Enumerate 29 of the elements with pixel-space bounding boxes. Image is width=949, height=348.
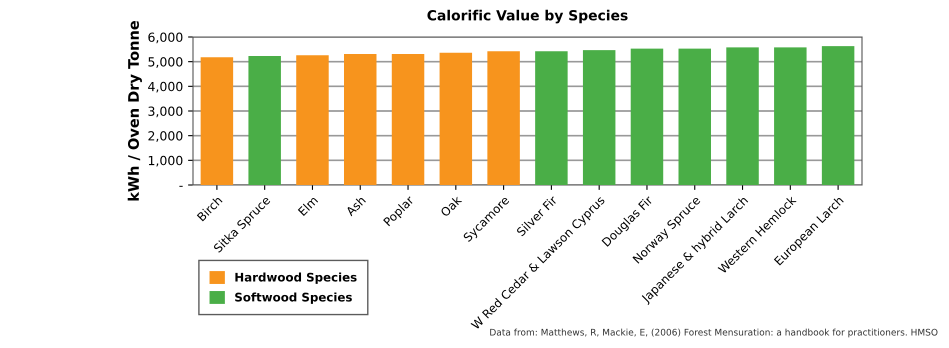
bar xyxy=(678,48,711,185)
bar xyxy=(296,55,329,185)
bar xyxy=(392,54,424,185)
y-tick-label: 5,000 xyxy=(148,57,182,68)
bar xyxy=(582,50,616,185)
y-tick-label: - xyxy=(179,186,183,187)
x-tick-label: Elm xyxy=(298,195,318,216)
y-tick-label: 3,000 xyxy=(148,106,182,118)
bar xyxy=(200,57,234,185)
bar xyxy=(535,51,568,185)
text: Data from: Matthews, R, Mackie, E, (2006) Forest Mensuration: a handbook for practitioners. HMSO xyxy=(490,328,938,338)
x-tick-label: Oak xyxy=(440,194,462,218)
bar xyxy=(630,48,664,185)
y-tick-label: 4,000 xyxy=(148,82,182,93)
bar xyxy=(248,56,281,185)
legend-label: Hardwood Species xyxy=(235,272,357,284)
bar xyxy=(440,52,472,185)
bar xyxy=(774,47,807,185)
bar xyxy=(822,46,854,185)
bar xyxy=(726,47,759,185)
y-tick-label: 1,000 xyxy=(148,156,182,167)
legend-label: Softwood Species xyxy=(235,292,352,304)
bar xyxy=(344,54,376,185)
chart-title: Calorific Value by Species xyxy=(427,10,628,24)
y-tick-label: 6,000 xyxy=(148,32,182,44)
y-tick-label: 2,000 xyxy=(148,131,182,142)
y-axis-title: kWh / Oven Dry Tonne xyxy=(128,20,142,201)
x-tick-label: Ash xyxy=(344,195,366,216)
bar xyxy=(487,51,520,185)
